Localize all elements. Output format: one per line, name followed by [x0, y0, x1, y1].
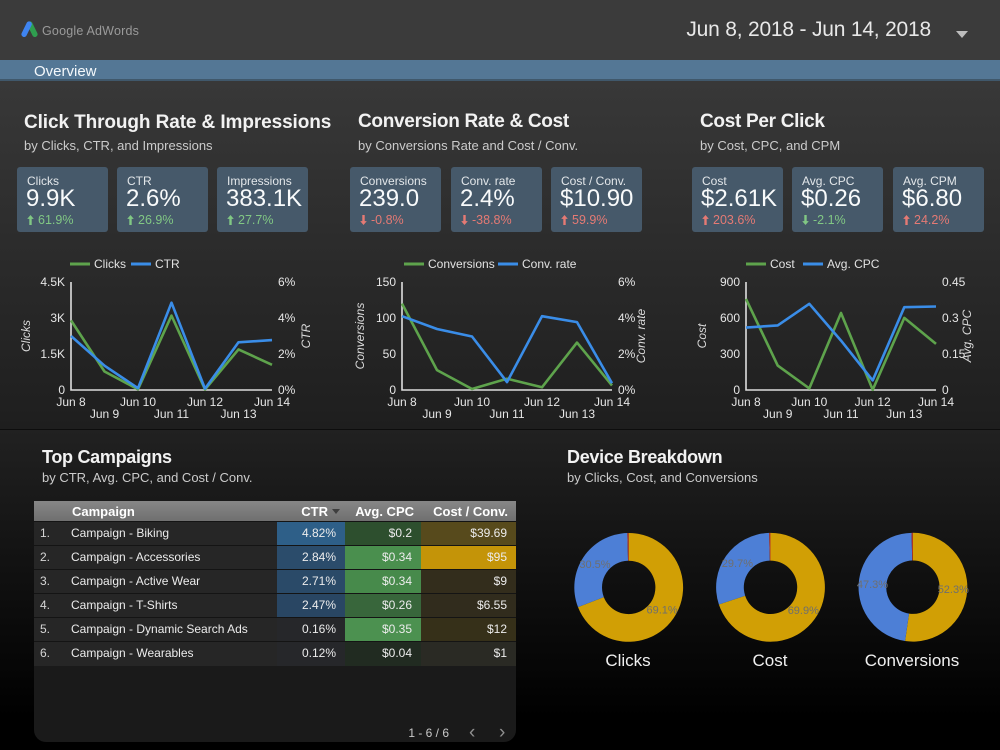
svg-text:0: 0 — [733, 383, 740, 397]
svg-text:100: 100 — [376, 311, 396, 325]
svg-text:0: 0 — [58, 383, 65, 397]
svg-text:6%: 6% — [278, 275, 296, 289]
svg-text:Clicks: Clicks — [19, 320, 33, 352]
svg-text:Jun 10: Jun 10 — [791, 395, 827, 409]
svg-text:Jun 11: Jun 11 — [154, 407, 189, 421]
svg-text:Jun 9: Jun 9 — [763, 407, 793, 421]
svg-text:Jun 14: Jun 14 — [594, 395, 630, 409]
svg-text:Jun 8: Jun 8 — [56, 395, 86, 409]
svg-text:Jun 8: Jun 8 — [731, 395, 761, 409]
svg-text:Clicks: Clicks — [94, 257, 126, 271]
svg-text:Jun 14: Jun 14 — [918, 395, 954, 409]
svg-text:0.3: 0.3 — [942, 311, 959, 325]
svg-text:Jun 12: Jun 12 — [187, 395, 223, 409]
svg-text:Avg. CPC: Avg. CPC — [960, 309, 974, 363]
svg-text:900: 900 — [720, 275, 740, 289]
svg-text:Jun 9: Jun 9 — [90, 407, 120, 421]
svg-text:Jun 10: Jun 10 — [454, 395, 490, 409]
svg-text:Conversions: Conversions — [428, 257, 495, 271]
svg-text:600: 600 — [720, 311, 740, 325]
svg-text:Jun 13: Jun 13 — [886, 407, 922, 421]
svg-text:0%: 0% — [278, 383, 296, 397]
svg-text:3K: 3K — [50, 311, 65, 325]
svg-text:0: 0 — [389, 383, 396, 397]
svg-text:Avg. CPC: Avg. CPC — [827, 257, 880, 271]
svg-text:30.5%: 30.5% — [579, 559, 610, 571]
svg-text:1.5K: 1.5K — [40, 347, 65, 361]
svg-text:150: 150 — [376, 275, 396, 289]
svg-text:Jun 11: Jun 11 — [489, 407, 524, 421]
svg-text:Jun 12: Jun 12 — [524, 395, 560, 409]
svg-text:6%: 6% — [618, 275, 636, 289]
svg-text:Cost: Cost — [695, 323, 709, 348]
svg-text:Conv. rate: Conv. rate — [634, 308, 648, 363]
svg-text:0: 0 — [942, 383, 949, 397]
svg-text:0%: 0% — [618, 383, 636, 397]
svg-text:4%: 4% — [278, 311, 296, 325]
svg-text:50: 50 — [383, 347, 397, 361]
svg-text:Jun 14: Jun 14 — [254, 395, 290, 409]
svg-text:Cost: Cost — [770, 257, 795, 271]
svg-text:29.7%: 29.7% — [722, 558, 753, 570]
svg-text:CTR: CTR — [299, 323, 313, 348]
svg-text:0.45: 0.45 — [942, 275, 966, 289]
svg-text:0.15: 0.15 — [942, 347, 966, 361]
svg-text:Jun 11: Jun 11 — [823, 407, 858, 421]
svg-text:4%: 4% — [618, 311, 636, 325]
svg-text:47.3%: 47.3% — [857, 579, 888, 591]
svg-text:Jun 12: Jun 12 — [855, 395, 891, 409]
svg-text:Jun 10: Jun 10 — [120, 395, 156, 409]
svg-text:Jun 8: Jun 8 — [387, 395, 417, 409]
svg-text:Conversions: Conversions — [353, 303, 367, 370]
svg-text:52.3%: 52.3% — [938, 584, 969, 596]
svg-text:2%: 2% — [618, 347, 636, 361]
svg-text:300: 300 — [720, 347, 740, 361]
svg-text:Jun 13: Jun 13 — [559, 407, 595, 421]
svg-text:69.1%: 69.1% — [646, 604, 677, 616]
svg-text:Jun 9: Jun 9 — [422, 407, 452, 421]
svg-text:2%: 2% — [278, 347, 296, 361]
svg-text:CTR: CTR — [155, 257, 180, 271]
svg-text:4.5K: 4.5K — [40, 275, 65, 289]
svg-text:Jun 13: Jun 13 — [220, 407, 256, 421]
svg-text:Conv. rate: Conv. rate — [522, 257, 577, 271]
svg-text:69.9%: 69.9% — [788, 605, 819, 617]
